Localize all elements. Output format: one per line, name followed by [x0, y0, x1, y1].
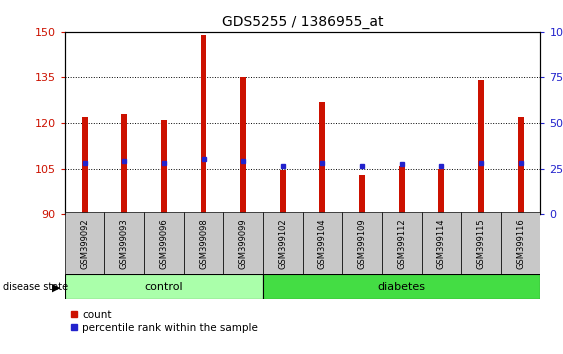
- Bar: [478, 80, 484, 214]
- Legend: count, percentile rank within the sample: count, percentile rank within the sample: [70, 310, 258, 333]
- Bar: [303, 212, 342, 274]
- Bar: [501, 212, 540, 274]
- Bar: [359, 175, 365, 214]
- Bar: [161, 120, 167, 214]
- Bar: [104, 212, 144, 274]
- Bar: [224, 212, 263, 274]
- Title: GDS5255 / 1386955_at: GDS5255 / 1386955_at: [222, 16, 383, 29]
- Bar: [263, 212, 303, 274]
- Bar: [342, 212, 382, 274]
- Bar: [82, 117, 87, 214]
- Text: GSM399114: GSM399114: [437, 218, 446, 269]
- Text: GSM399104: GSM399104: [318, 218, 327, 269]
- Text: GSM399099: GSM399099: [239, 218, 248, 269]
- Text: GSM399092: GSM399092: [80, 218, 89, 269]
- Bar: [439, 169, 444, 214]
- Bar: [184, 212, 224, 274]
- Bar: [461, 212, 501, 274]
- Text: diabetes: diabetes: [378, 282, 426, 292]
- Text: GSM399109: GSM399109: [358, 218, 367, 269]
- Bar: [518, 117, 524, 214]
- Bar: [240, 78, 246, 214]
- Text: GSM399112: GSM399112: [397, 218, 406, 269]
- Bar: [422, 212, 461, 274]
- Text: GSM399093: GSM399093: [120, 218, 129, 269]
- Bar: [65, 212, 104, 274]
- Bar: [121, 114, 127, 214]
- Bar: [144, 212, 184, 274]
- Text: control: control: [145, 282, 183, 292]
- Bar: [263, 274, 540, 299]
- Text: GSM399102: GSM399102: [278, 218, 287, 269]
- Text: GSM399096: GSM399096: [159, 218, 168, 269]
- Bar: [319, 102, 325, 214]
- Bar: [399, 166, 405, 214]
- Bar: [382, 212, 422, 274]
- Text: GSM399098: GSM399098: [199, 218, 208, 269]
- Text: GSM399115: GSM399115: [476, 218, 485, 269]
- Bar: [200, 35, 207, 214]
- Text: GSM399116: GSM399116: [516, 218, 525, 269]
- Text: ▶: ▶: [52, 282, 61, 292]
- Bar: [280, 170, 286, 214]
- Text: disease state: disease state: [3, 282, 68, 292]
- Bar: [65, 274, 263, 299]
